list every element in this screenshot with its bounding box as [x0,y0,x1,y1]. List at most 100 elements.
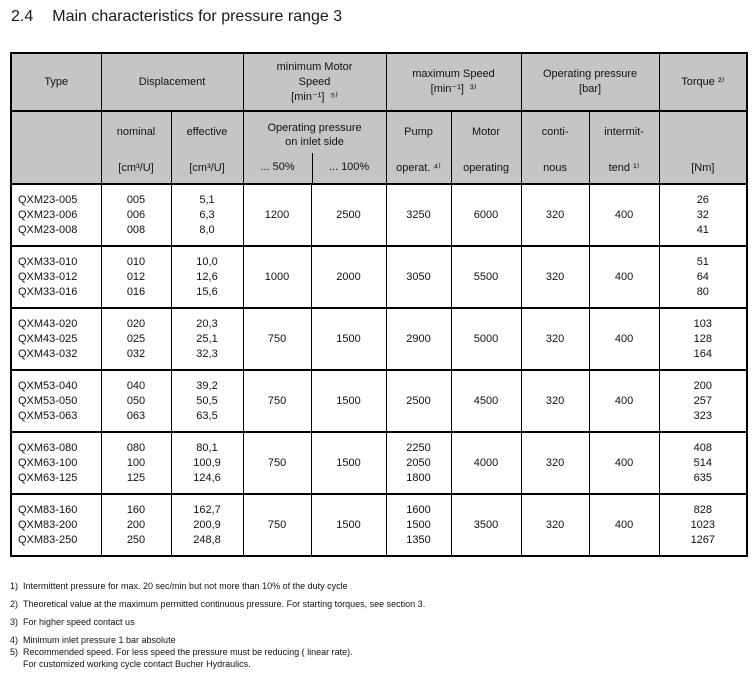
nominal-unit: [cm³/U] [118,162,154,174]
cell-intermittent-pressure: 400 [588,493,660,557]
cell-types: QXM23-005 QXM23-006 QXM23-008 [10,183,102,247]
cell-effective: 20,3 25,1 32,3 [170,307,244,371]
cell-nominal: 010 012 016 [100,245,172,309]
cell-types: QXM43-020 QXM43-025 QXM43-032 [10,307,102,371]
row-qxm53: QXM53-040 QXM53-050 QXM53-063 040 050 06… [10,369,748,433]
cell-nominal: 080 100 125 [100,431,172,495]
col-header-max-speed: maximum Speed [min⁻¹] ³⁾ [385,52,522,112]
col-header-nominal: nominal [cm³/U] [100,110,172,185]
cell-min-speed-100: 1500 [310,493,387,557]
cell-intermittent-pressure: 400 [588,431,660,495]
cell-effective: 80,1 100,9 124,6 [170,431,244,495]
inlet-pressure-title: Operating pressure on inlet side [267,122,362,148]
footnote-marker: 3) [10,617,19,627]
col-header-intermittent: intermit- tend ¹⁾ [588,110,660,185]
cell-effective: 39,2 50,5 63,5 [170,369,244,433]
cell-torque: 26 32 41 [658,183,748,247]
pump-label-2: operat. ⁴⁾ [396,162,441,174]
cell-types: QXM63-080 QXM63-100 QXM63-125 [10,431,102,495]
cell-intermittent-pressure: 400 [588,369,660,433]
motor-label: Motor [471,126,501,138]
footnote-2: 2) Theoretical value at the maximum perm… [10,599,425,610]
cell-nominal: 005 006 008 [100,183,172,247]
characteristics-table: Type Displacement minimum Motor Speed [m… [10,52,749,557]
cell-motor-operating: 5000 [450,307,522,371]
cell-pump-operat: 1600 1500 1350 [385,493,452,557]
cell-nominal: 040 050 063 [100,369,172,433]
col-header-pump-operat: Pump operat. ⁴⁾ [385,110,452,185]
row-qxm23: QXM23-005 QXM23-006 QXM23-008 005 006 00… [10,183,748,247]
col-header-inlet-pressure: Operating pressure on inlet side ... 50%… [242,110,387,185]
cell-pump-operat: 3050 [385,245,452,309]
cell-intermittent-pressure: 400 [588,307,660,371]
cell-torque: 51 64 80 [658,245,748,309]
cell-torque: 200 257 323 [658,369,748,433]
cell-intermittent-pressure: 400 [588,183,660,247]
footnote-marker: 5) [10,647,19,657]
cell-min-speed-100: 2500 [310,183,387,247]
footnote-1: 1) Intermittent pressure for max. 20 sec… [10,581,425,592]
row-qxm43: QXM43-020 QXM43-025 QXM43-032 020 025 03… [10,307,748,371]
cell-pump-operat: 3250 [385,183,452,247]
cell-min-speed-100: 1500 [310,431,387,495]
col-header-type-empty [10,110,102,185]
footnote-text: Minimum inlet pressure 1 bar absolute [23,635,176,645]
cell-pump-operat: 2900 [385,307,452,371]
intermittent-label: intermit- [604,126,644,138]
col-header-50pct: ... 50% [260,161,295,173]
cell-min-speed-50: 1000 [242,245,312,309]
footnote-4: 4) Minimum inlet pressure 1 bar absolute [10,635,425,646]
col-header-motor-operating: Motor operating [450,110,522,185]
footnote-text: Recommended speed. For less speed the pr… [23,647,353,657]
cell-motor-operating: 6000 [450,183,522,247]
header-row-1: Type Displacement minimum Motor Speed [m… [10,52,748,112]
motor-label-2: operating [463,162,509,174]
cell-min-speed-100: 1500 [310,369,387,433]
cell-continuous-pressure: 320 [520,431,590,495]
footnote-marker: 2) [10,599,19,609]
cell-torque: 408 514 635 [658,431,748,495]
nominal-label: nominal [116,126,156,138]
row-qxm83: QXM83-160 QXM83-200 QXM83-250 160 200 25… [10,493,748,557]
cell-nominal: 160 200 250 [100,493,172,557]
col-header-displacement: Displacement [100,52,244,112]
continuous-label: conti- [541,126,569,138]
cell-continuous-pressure: 320 [520,183,590,247]
cell-pump-operat: 2250 2050 1800 [385,431,452,495]
torque-unit: [Nm] [691,162,715,174]
cell-effective: 5,1 6,3 8,0 [170,183,244,247]
col-header-min-motor-speed: minimum Motor Speed [min⁻¹] ⁵⁾ [242,52,387,112]
footnote-text: Theoretical value at the maximum permitt… [23,599,426,609]
effective-unit: [cm³/U] [189,162,225,174]
header-row-2: nominal [cm³/U] effective [cm³/U] Operat… [10,110,748,185]
footnote-marker: 4) [10,635,19,645]
col-header-continuous: conti- nous [520,110,590,185]
pump-label: Pump [404,126,433,138]
cell-motor-operating: 4000 [450,431,522,495]
footnote-5: 5) Recommended speed. For less speed the… [10,647,425,658]
cell-min-speed-50: 750 [242,431,312,495]
intermittent-label-2: tend ¹⁾ [608,162,640,174]
cell-intermittent-pressure: 400 [588,245,660,309]
col-header-operating-pressure: Operating pressure [bar] [520,52,660,112]
footnotes: 1) Intermittent pressure for max. 20 sec… [10,581,425,677]
cell-min-speed-100: 1500 [310,307,387,371]
col-header-torque-unit: [Nm] [658,110,748,185]
cell-effective: 162,7 200,9 248,8 [170,493,244,557]
cell-motor-operating: 4500 [450,369,522,433]
cell-types: QXM33-010 QXM33-012 QXM33-016 [10,245,102,309]
footnote-3: 3) For higher speed contact us [10,617,425,628]
section-number: 2.4 [11,8,34,25]
row-qxm33: QXM33-010 QXM33-012 QXM33-016 010 012 01… [10,245,748,309]
cell-types: QXM83-160 QXM83-200 QXM83-250 [10,493,102,557]
cell-motor-operating: 3500 [450,493,522,557]
continuous-label-2: nous [543,162,567,174]
page-title: 2.4 Main characteristics for pressure ran… [11,8,342,26]
cell-min-speed-50: 750 [242,369,312,433]
col-header-torque: Torque ²⁾ [658,52,748,112]
cell-pump-operat: 2500 [385,369,452,433]
footnote-text: For customized working cycle contact Buc… [23,659,251,669]
footnote-marker [10,659,23,670]
cell-types: QXM53-040 QXM53-050 QXM53-063 [10,369,102,433]
cell-motor-operating: 5500 [450,245,522,309]
